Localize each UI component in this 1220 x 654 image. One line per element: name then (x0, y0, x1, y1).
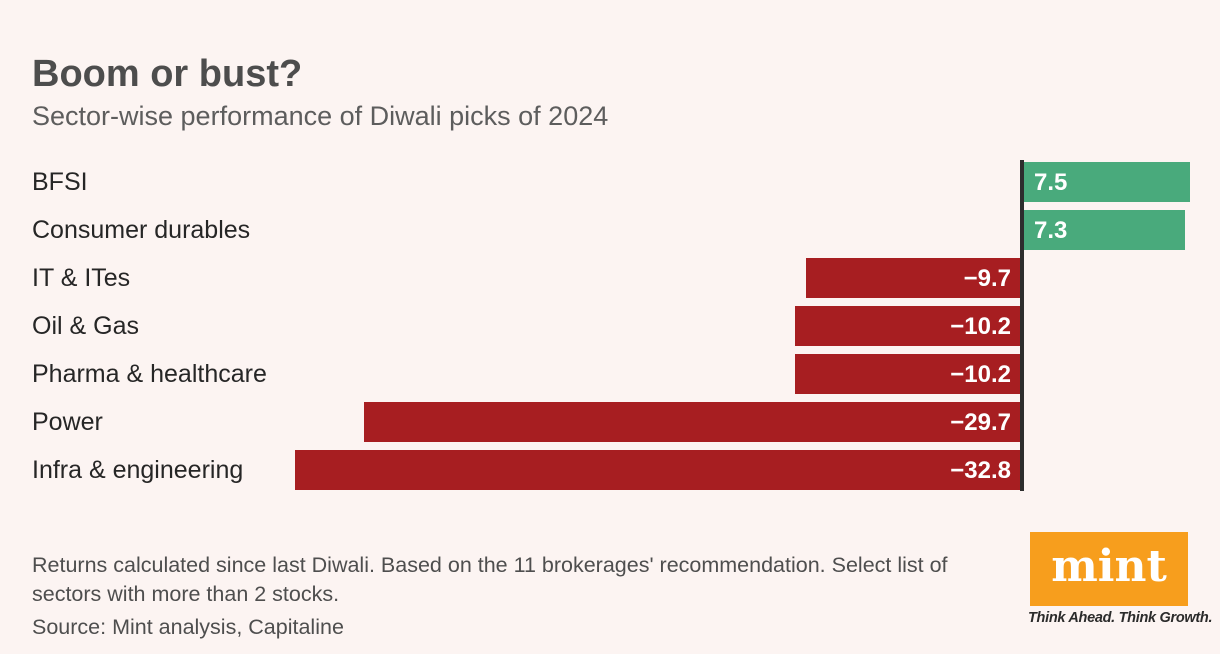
zero-axis-line (1020, 160, 1024, 491)
bar-label: Pharma & healthcare (32, 360, 267, 388)
bar: −10.2 (795, 306, 1020, 346)
bar: −29.7 (364, 402, 1020, 442)
bar-value: −10.2 (950, 313, 1011, 340)
bar-label: Oil & Gas (32, 312, 139, 340)
bar: 7.3 (1024, 210, 1185, 250)
bar-value: −9.7 (963, 265, 1011, 292)
mint-logo-text: mint (1051, 541, 1167, 592)
bar-value: −32.8 (950, 457, 1011, 484)
bar-label: BFSI (32, 168, 88, 196)
bar-label: Consumer durables (32, 216, 251, 244)
chart-subtitle: Sector-wise performance of Diwali picks … (32, 101, 609, 131)
bar-value: 7.5 (1034, 169, 1068, 196)
mint-logo: mint (1030, 532, 1188, 606)
bar: −32.8 (295, 450, 1020, 490)
bar-label: IT & ITes (32, 264, 131, 292)
bar-value: −10.2 (950, 361, 1011, 388)
mint-tagline: Think Ahead. Think Growth. (1028, 610, 1213, 626)
source-note: Source: Mint analysis, Capitaline (32, 614, 344, 639)
bar-label: Power (32, 408, 103, 436)
bar: −10.2 (795, 354, 1020, 394)
page-title: Boom or bust? (32, 53, 303, 96)
bar-value: −29.7 (950, 409, 1011, 436)
footnote: Returns calculated since last Diwali. Ba… (32, 552, 948, 606)
bar-value: 7.3 (1034, 217, 1068, 244)
bar-label: Infra & engineering (32, 456, 244, 484)
bar: 7.5 (1024, 162, 1190, 202)
bar: −9.7 (806, 258, 1020, 298)
